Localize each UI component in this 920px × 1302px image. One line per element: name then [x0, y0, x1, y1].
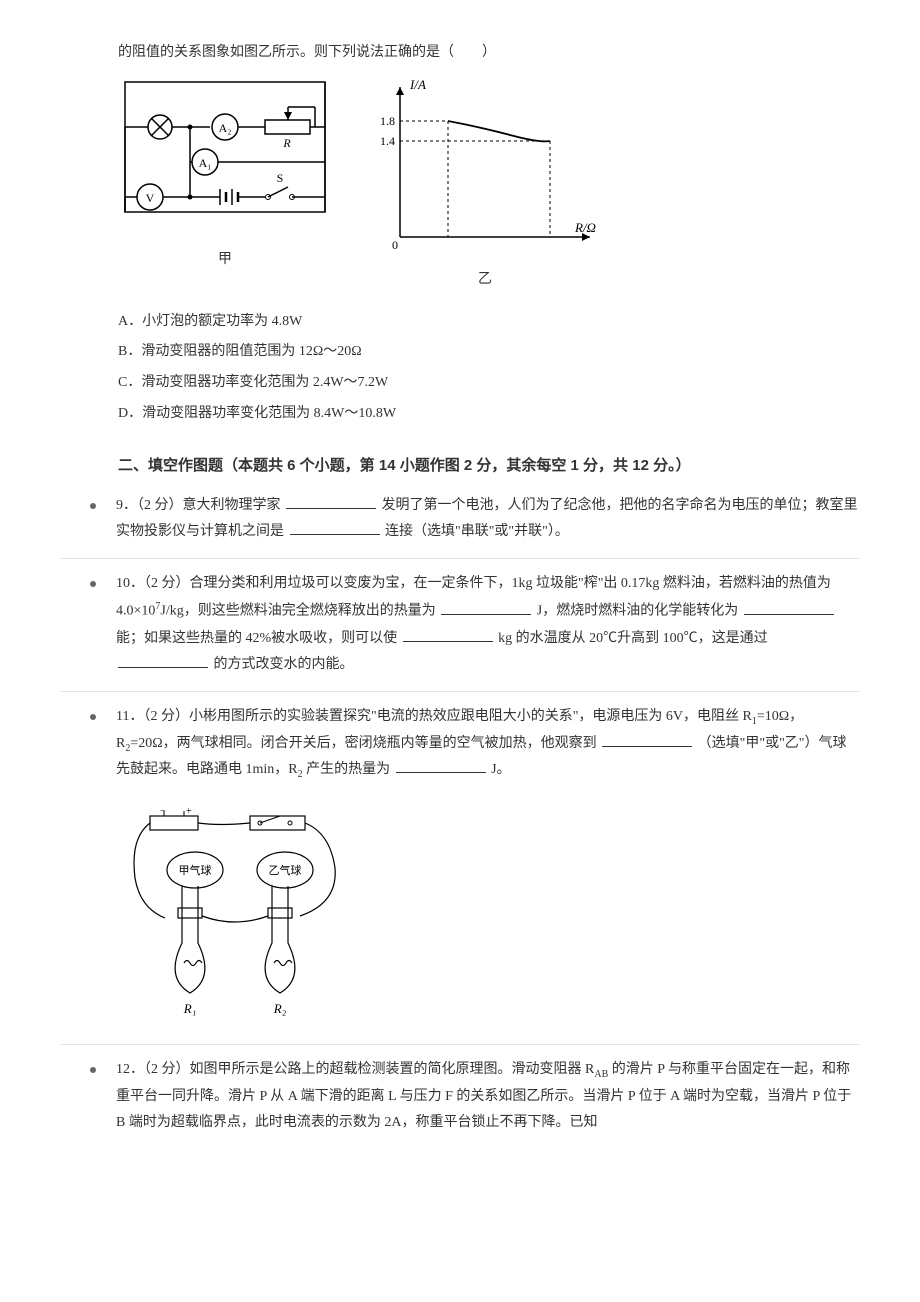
- q8-graph-figure: I/A R/Ω 0 1.8 1.4 乙: [370, 77, 600, 294]
- q8-options: A．小灯泡的额定功率为 4.8W B．滑动变阻器的阻值范围为 12Ω～20Ω C…: [118, 309, 860, 427]
- q11-text-4: J。: [491, 762, 510, 777]
- svg-text:1.4: 1.4: [380, 134, 395, 148]
- q9-blank-2[interactable]: [290, 520, 380, 535]
- r1-label: R₁: [183, 1001, 196, 1016]
- q10-text-2: J/kg，则这些燃料油完全燃烧释放出的热量为: [160, 604, 439, 619]
- q8-circuit-figure: A₂ R A₁ V: [120, 77, 330, 274]
- heating-apparatus-icon: − + 甲气球 乙气球 R₁ R₂: [120, 808, 380, 1018]
- q11-text-3: 产生的热量为: [303, 762, 394, 777]
- q10-blank-4[interactable]: [118, 653, 208, 668]
- bullet-icon: [90, 1067, 96, 1073]
- q10-text-6: 的方式改变水的内能。: [214, 657, 354, 672]
- q9-blank-1[interactable]: [286, 494, 376, 509]
- q10-blank-2[interactable]: [744, 600, 834, 615]
- svg-text:0: 0: [392, 238, 398, 252]
- r2-label: R₂: [273, 1001, 287, 1016]
- graph-icon: I/A R/Ω 0 1.8 1.4: [370, 77, 600, 257]
- svg-text:R: R: [282, 136, 291, 150]
- circuit-label: 甲: [120, 247, 330, 274]
- q11-text-1: 11．（2 分）小彬用图所示的实验装置探究"电流的热效应跟电阻大小的关系"，电源…: [116, 709, 752, 724]
- bullet-icon: [90, 714, 96, 720]
- q8-figures: A₂ R A₁ V: [120, 77, 860, 294]
- q10-blank-3[interactable]: [403, 627, 493, 642]
- q11-blank-1[interactable]: [602, 732, 692, 747]
- option-a: A．小灯泡的额定功率为 4.8W: [118, 309, 860, 336]
- q11-blank-2[interactable]: [396, 758, 486, 773]
- svg-text:S: S: [277, 171, 284, 185]
- option-b: B．滑动变阻器的阻值范围为 12Ω～20Ω: [118, 339, 860, 366]
- question-9: 9．（2 分）意大利物理学家 发明了第一个电池，人们为了纪念他，把他的名字命名为…: [60, 493, 860, 559]
- svg-text:+: +: [186, 808, 192, 817]
- q9-text-3: 连接（选填"串联"或"并联"）。: [385, 524, 569, 539]
- q12-text-1: 12．（2 分）如图甲所示是公路上的超载检测装置的简化原理图。滑动变阻器 R: [116, 1062, 594, 1077]
- q9-text-1: 9．（2 分）意大利物理学家: [116, 498, 284, 513]
- y-axis-label: I/A: [409, 77, 426, 92]
- option-d: D．滑动变阻器功率变化范围为 8.4W～10.8W: [118, 401, 860, 428]
- graph-label: 乙: [370, 267, 600, 294]
- question-11: 11．（2 分）小彬用图所示的实验装置探究"电流的热效应跟电阻大小的关系"，电源…: [60, 704, 860, 796]
- svg-text:−: −: [160, 808, 166, 817]
- balloon-left-label: 甲气球: [179, 863, 212, 877]
- q11-figure: − + 甲气球 乙气球 R₁ R₂: [120, 808, 860, 1029]
- svg-text:A₁: A₁: [199, 156, 212, 170]
- q12-sub: AB: [594, 1069, 608, 1080]
- balloon-right-label: 乙气球: [269, 863, 302, 877]
- bullet-icon: [90, 503, 96, 509]
- q10-text-4: 能；如果这些热量的 42%被水吸收，则可以使: [116, 631, 401, 646]
- q10-text-5: kg 的水温度从 20℃升高到 100℃，这是通过: [498, 631, 768, 646]
- svg-text:1.8: 1.8: [380, 114, 395, 128]
- circuit-diagram-icon: A₂ R A₁ V: [120, 77, 330, 237]
- section-2-title: 二、填空作图题（本题共 6 个小题，第 14 小题作图 2 分，其余每空 1 分…: [118, 452, 860, 481]
- bullet-icon: [90, 581, 96, 587]
- q11-r2: =20Ω，两气球相同。闭合开关后，密闭烧瓶内等量的空气被加热，他观察到: [130, 736, 600, 751]
- x-axis-label: R/Ω: [574, 220, 596, 235]
- svg-text:A₂: A₂: [219, 121, 232, 135]
- question-12: 12．（2 分）如图甲所示是公路上的超载检测装置的简化原理图。滑动变阻器 RAB…: [60, 1057, 860, 1137]
- option-c: C．滑动变阻器功率变化范围为 2.4W～7.2W: [118, 370, 860, 397]
- q8-intro: 的阻值的关系图象如图乙所示。则下列说法正确的是（ ）: [118, 40, 860, 67]
- q10-text-3: J，燃烧时燃料油的化学能转化为: [537, 604, 742, 619]
- q10-blank-1[interactable]: [441, 600, 531, 615]
- question-10: 10．（2 分）合理分类和利用垃圾可以变废为宝，在一定条件下，1kg 垃圾能"榨…: [60, 571, 860, 692]
- svg-text:V: V: [146, 191, 155, 205]
